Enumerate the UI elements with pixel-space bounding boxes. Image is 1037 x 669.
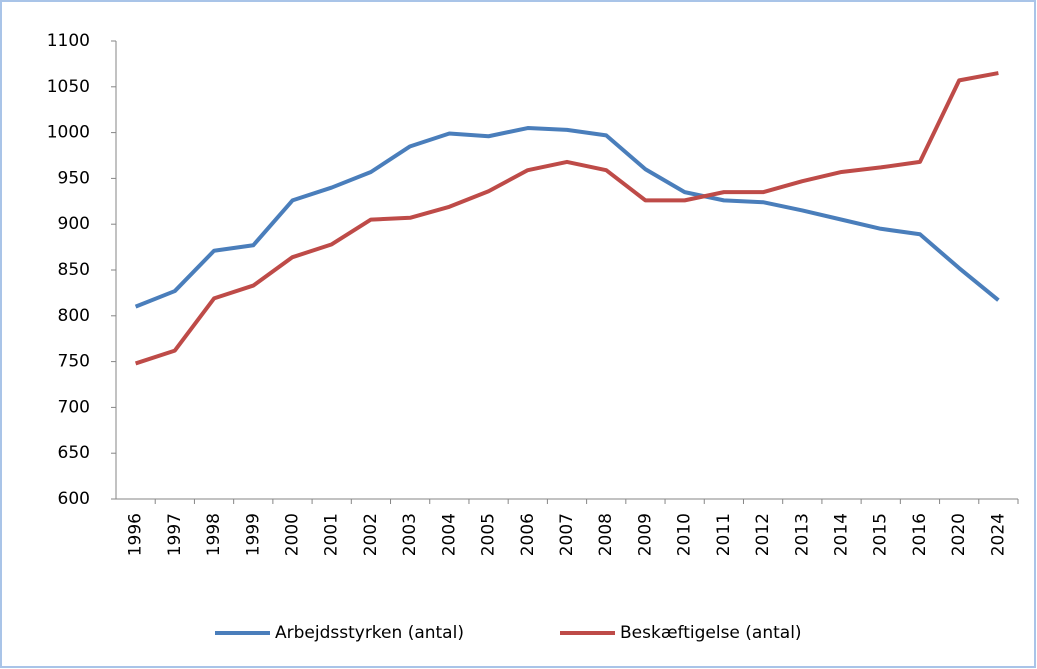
x-tick-label: 2011 bbox=[714, 513, 734, 556]
y-tick-label: 900 bbox=[58, 214, 90, 234]
x-tick-label: 2016 bbox=[910, 513, 930, 556]
y-tick-label: 1100 bbox=[47, 31, 90, 51]
y-tick-label: 850 bbox=[58, 260, 90, 280]
x-tick-label: 2001 bbox=[322, 513, 342, 556]
series-line bbox=[134, 71, 999, 366]
series-line bbox=[134, 126, 1000, 309]
y-tick-label: 950 bbox=[58, 168, 90, 188]
y-tick-label: 750 bbox=[58, 352, 90, 372]
y-tick-label: 700 bbox=[58, 397, 90, 417]
x-tick-label: 1998 bbox=[204, 513, 224, 556]
x-tick-label: 2013 bbox=[792, 513, 812, 556]
x-tick-label: 1996 bbox=[126, 513, 146, 556]
y-tick-label: 1000 bbox=[47, 123, 90, 143]
x-tick-label: 2024 bbox=[988, 513, 1008, 556]
x-tick-label: 2003 bbox=[400, 513, 420, 556]
x-tick-label: 2012 bbox=[753, 513, 773, 556]
legend-label: Beskæftigelse (antal) bbox=[620, 623, 802, 643]
legend-label: Arbejdsstyrken (antal) bbox=[275, 623, 464, 643]
x-tick-label: 2009 bbox=[635, 513, 655, 556]
y-tick-label: 1050 bbox=[47, 77, 90, 97]
x-tick-label: 2014 bbox=[832, 513, 852, 556]
y-tick-label: 800 bbox=[58, 306, 90, 326]
x-tick-label: 2002 bbox=[361, 513, 381, 556]
x-tick-label: 2015 bbox=[871, 513, 891, 556]
x-tick-label: 2004 bbox=[439, 513, 459, 556]
x-tick-label: 2006 bbox=[518, 513, 538, 556]
x-tick-label: 2010 bbox=[675, 513, 695, 556]
x-tick-label: 2005 bbox=[479, 513, 499, 556]
y-tick-label: 600 bbox=[58, 489, 90, 509]
x-tick-label: 1999 bbox=[243, 513, 263, 556]
x-tick-label: 2008 bbox=[596, 513, 616, 556]
y-tick-label: 650 bbox=[58, 443, 90, 463]
x-tick-label: 2007 bbox=[557, 513, 577, 556]
x-tick-label: 2000 bbox=[282, 513, 302, 556]
x-tick-label: 1997 bbox=[165, 513, 185, 556]
x-tick-label: 2020 bbox=[949, 513, 969, 556]
